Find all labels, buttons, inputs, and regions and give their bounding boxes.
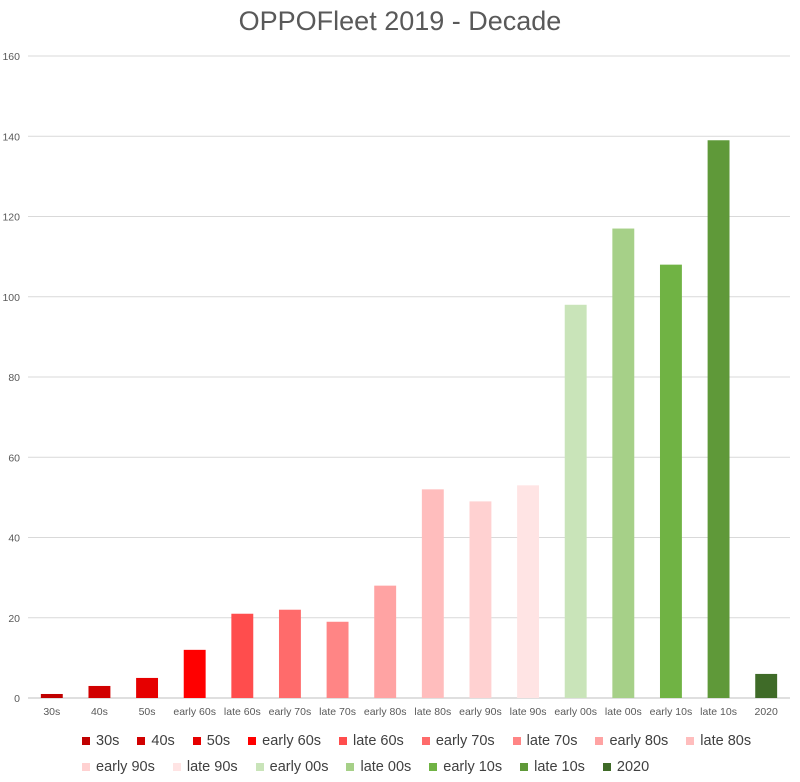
legend-label: late 60s xyxy=(353,733,404,749)
legend-entries: 30s 40s 50s early 60s late 60s early 70s late … xyxy=(82,728,772,780)
bar-2020 xyxy=(755,673,778,698)
chart-title: OPPOFleet 2019 - Decade xyxy=(238,6,562,36)
legend-item: early 90s xyxy=(82,754,155,780)
bar-30s xyxy=(40,693,63,698)
legend-item: late 90s xyxy=(172,754,238,780)
bar-chart-plot: 0 20 40 60 80 100 120 140 160 30s 40s 50s early 60s… xyxy=(2,51,790,718)
x-tick-label: early 70s xyxy=(269,706,312,718)
legend-item: early 80s xyxy=(595,728,668,754)
legend-label: late 10s xyxy=(534,759,585,775)
x-tick-label: 2020 xyxy=(755,706,779,718)
legend-swatch xyxy=(137,737,146,745)
legend-label: 2020 xyxy=(616,759,650,775)
bar-late-70s xyxy=(326,621,349,698)
y-tick-label: 20 xyxy=(8,613,20,625)
bar-early-90s xyxy=(469,501,492,698)
bar-early-60s xyxy=(183,649,206,698)
x-tick-label: late 00s xyxy=(605,706,642,718)
legend-swatch xyxy=(520,763,529,771)
legend-label: early 70s xyxy=(435,733,495,749)
legend-item: 2020 xyxy=(602,754,650,780)
bar-late-00s xyxy=(612,228,635,698)
legend-swatch xyxy=(172,763,181,771)
legend-swatch xyxy=(82,763,90,771)
y-tick-label: 80 xyxy=(8,372,20,384)
x-tick-label: early 90s xyxy=(459,706,502,718)
x-tick-label: 40s xyxy=(91,706,108,718)
x-tick-label: late 70s xyxy=(319,706,356,718)
bars xyxy=(40,140,778,698)
y-tick-label: 40 xyxy=(8,533,20,545)
legend-swatch xyxy=(602,763,611,771)
legend-item: late 00s xyxy=(346,754,411,780)
legend-swatch xyxy=(339,737,348,745)
legend-swatch xyxy=(192,737,201,745)
bar-early-80s xyxy=(374,585,397,698)
legend-label: 50s xyxy=(206,733,231,749)
y-tick-label: 0 xyxy=(14,693,20,705)
legend-item: 50s xyxy=(192,728,231,754)
y-tick-label: 120 xyxy=(2,212,20,224)
x-tick-label: late 80s xyxy=(414,706,451,718)
y-tick-label: 100 xyxy=(2,292,20,304)
bar-50s xyxy=(136,677,159,698)
x-tick-label: late 90s xyxy=(510,706,547,718)
bar-early-70s xyxy=(278,609,301,698)
legend-item: late 60s xyxy=(339,728,404,754)
legend-item: early 60s xyxy=(248,728,321,754)
legend-item: early 00s xyxy=(255,754,329,780)
x-tick-label: late 10s xyxy=(700,706,737,718)
legend-swatch xyxy=(248,737,257,745)
legend-swatch xyxy=(686,737,695,745)
legend-swatch xyxy=(429,763,438,771)
bar-late-10s xyxy=(707,140,730,698)
legend-swatch xyxy=(595,737,604,745)
legend-label: late 90s xyxy=(186,759,238,775)
x-tick-label: late 60s xyxy=(224,706,261,718)
y-tick-label: 140 xyxy=(2,131,20,143)
legend-label: 30s xyxy=(96,733,120,749)
x-tick-label: early 60s xyxy=(173,706,216,718)
bar-40s xyxy=(88,685,111,698)
legend-label: early 00s xyxy=(269,759,329,775)
x-tick-label: 50s xyxy=(139,706,156,718)
legend-item: early 70s xyxy=(421,728,495,754)
legend-item: 40s xyxy=(137,728,175,754)
legend: 30s 40s 50s early 60s late 60s early 70s late … xyxy=(82,728,772,780)
legend-label: early 90s xyxy=(96,759,155,775)
legend-item: late 10s xyxy=(520,754,585,780)
bar-late-60s xyxy=(231,613,254,698)
x-tick-label: early 10s xyxy=(650,706,693,718)
bar-late-90s xyxy=(517,485,540,698)
legend-label: early 60s xyxy=(262,733,322,749)
legend-item: early 10s xyxy=(429,754,502,780)
legend-item: 30s xyxy=(82,728,119,754)
legend-item: late 80s xyxy=(686,728,751,754)
bar-late-80s xyxy=(421,489,444,698)
legend-swatch xyxy=(255,763,264,771)
legend-label: 40s xyxy=(151,733,175,749)
legend-label: early 10s xyxy=(443,759,503,775)
x-axis-tick-labels: 30s 40s 50s early 60s late 60s early 70s late … xyxy=(43,706,778,718)
legend-label: late 00s xyxy=(360,759,412,775)
legend-label: late 80s xyxy=(700,733,752,749)
bar-early-10s xyxy=(659,264,682,698)
legend-label: late 70s xyxy=(526,733,578,749)
bar-early-00s xyxy=(564,304,587,698)
legend-label: early 80s xyxy=(609,733,669,749)
legend-swatch xyxy=(82,737,90,745)
x-tick-label: early 00s xyxy=(554,706,597,718)
legend-item: late 70s xyxy=(512,728,578,754)
legend-swatch xyxy=(346,763,355,771)
y-tick-label: 60 xyxy=(8,452,20,464)
legend-swatch xyxy=(421,737,430,745)
x-tick-label: early 80s xyxy=(364,706,407,718)
legend-swatch xyxy=(512,737,521,745)
y-tick-label: 160 xyxy=(2,51,20,63)
y-axis-tick-labels: 0 20 40 60 80 100 120 140 160 xyxy=(2,51,20,705)
x-tick-label: 30s xyxy=(43,706,60,718)
